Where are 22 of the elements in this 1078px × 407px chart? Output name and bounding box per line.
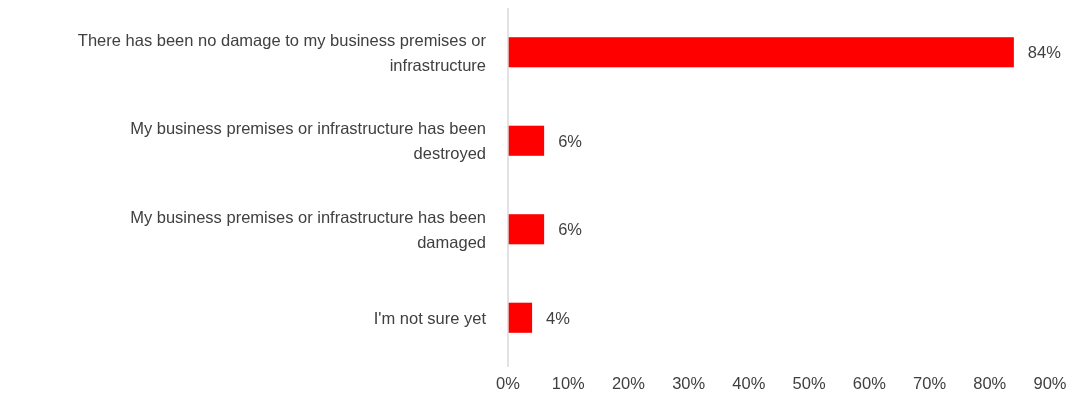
y-tick-label: My business premises or infrastructure has been damaged <box>130 207 486 251</box>
x-tick-label: 30% <box>672 374 706 392</box>
x-tick-label: 70% <box>913 374 947 392</box>
data-label: 4% <box>546 308 571 327</box>
x-tick-label: 10% <box>551 374 586 392</box>
y-tick-label: My business premises or infrastructure has been destroyed <box>130 119 486 163</box>
x-tick-label: 20% <box>611 374 646 392</box>
x-tick-label: 60% <box>852 374 887 392</box>
x-tick-label: 90% <box>1033 374 1067 392</box>
x-tick-label: 0% <box>496 374 521 392</box>
x-tick-label: 50% <box>792 374 826 392</box>
bar <box>508 214 545 245</box>
x-tick-label: 40% <box>732 374 766 392</box>
y-tick-label: I'm not sure yet <box>373 308 487 327</box>
bar <box>508 302 533 333</box>
data-label: 84% <box>1027 43 1062 62</box>
data-label: 6% <box>558 131 583 150</box>
y-tick-label: There has been no damage to my business premises or infrastructure <box>77 30 487 74</box>
x-tick-label: 80% <box>973 374 1007 392</box>
bar <box>508 37 1014 68</box>
bar <box>508 125 545 156</box>
data-label: 6% <box>558 220 583 239</box>
